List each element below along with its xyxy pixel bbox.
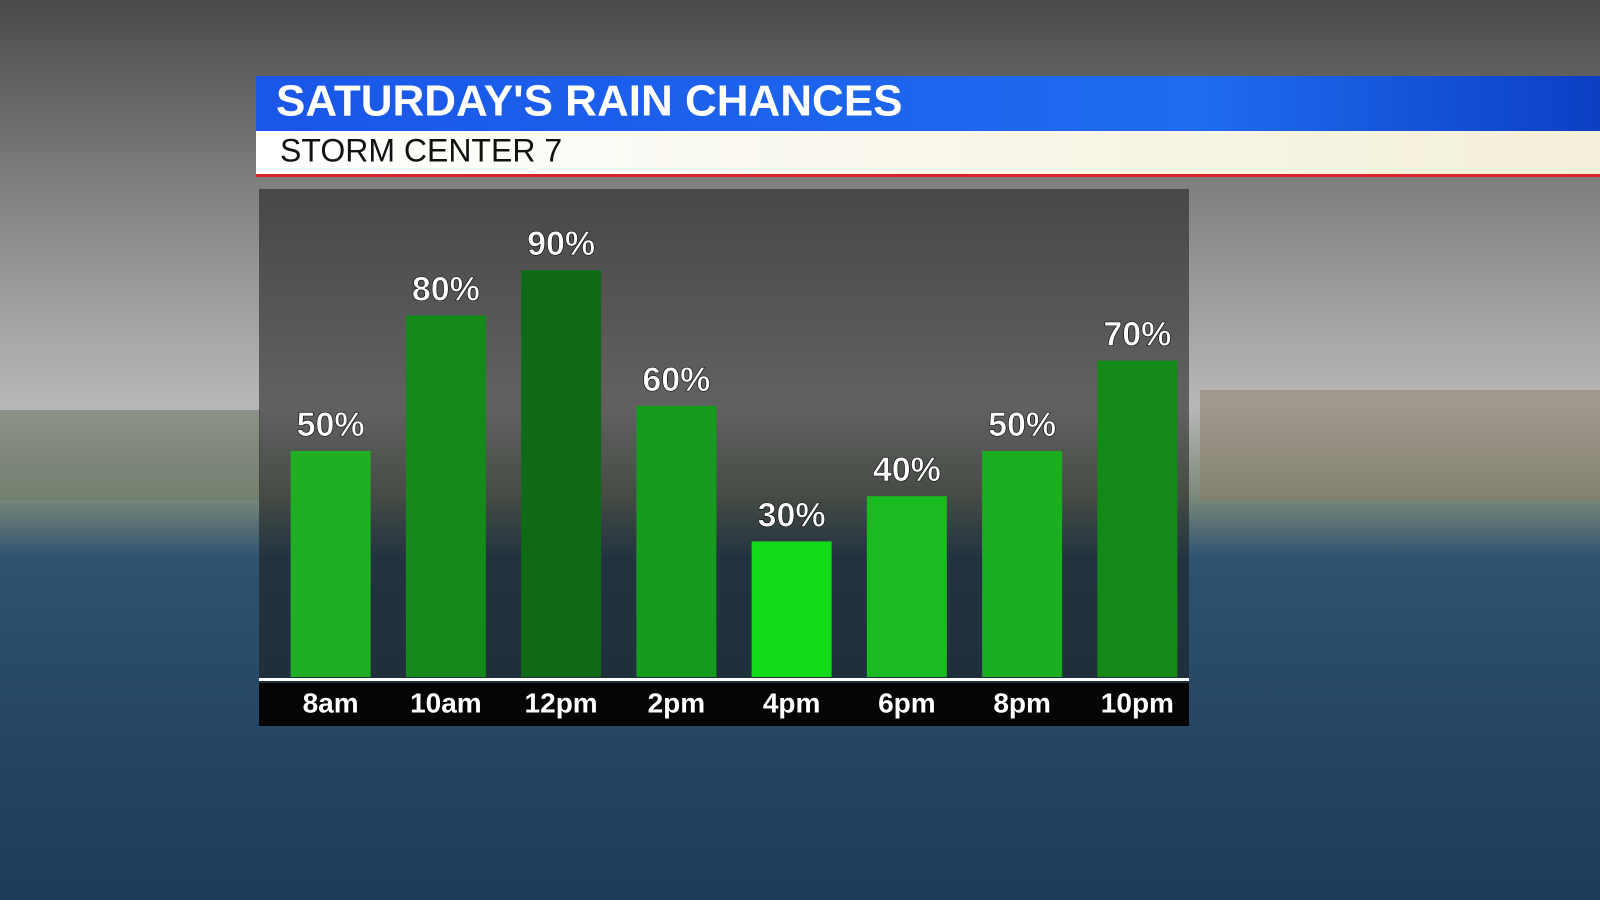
x-tick-label: 10am [410,687,482,718]
chart-subtitle: STORM CENTER 7 [280,132,562,168]
subtitle-band [256,131,1600,175]
x-tick-label: 8pm [993,687,1051,718]
bar [290,451,371,677]
x-tick-label: 4pm [763,687,821,718]
x-tick-label: 12pm [525,687,598,718]
bar [521,270,602,677]
value-label: 50% [297,406,365,444]
bar [636,405,717,677]
skyline [0,410,260,500]
x-tick-label: 8am [303,687,359,718]
title-banner [256,76,1600,131]
accent-line [256,174,1600,177]
bar [751,541,832,677]
x-tick-label: 10pm [1101,687,1174,718]
value-label: 60% [642,361,710,399]
chart-title: SATURDAY'S RAIN CHANCES [276,77,903,126]
value-label: 80% [412,270,480,308]
bar [405,315,486,677]
bar [982,451,1063,677]
value-label: 30% [758,496,826,534]
baseline [259,678,1189,681]
x-tick-label: 2pm [648,687,706,718]
bar [1097,360,1178,677]
value-label: 90% [527,225,595,263]
label-band [259,683,1189,726]
value-label: 50% [988,406,1056,444]
x-tick-label: 6pm [878,687,936,718]
skyline [1200,390,1600,500]
value-label: 70% [1103,316,1171,354]
bar [866,496,947,677]
value-label: 40% [873,451,941,489]
